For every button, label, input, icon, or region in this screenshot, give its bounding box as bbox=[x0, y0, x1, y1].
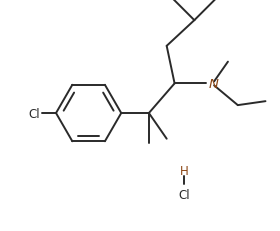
Text: N: N bbox=[208, 78, 218, 91]
Text: Cl: Cl bbox=[179, 188, 190, 201]
Text: H: H bbox=[180, 164, 189, 177]
Text: Cl: Cl bbox=[29, 107, 40, 120]
